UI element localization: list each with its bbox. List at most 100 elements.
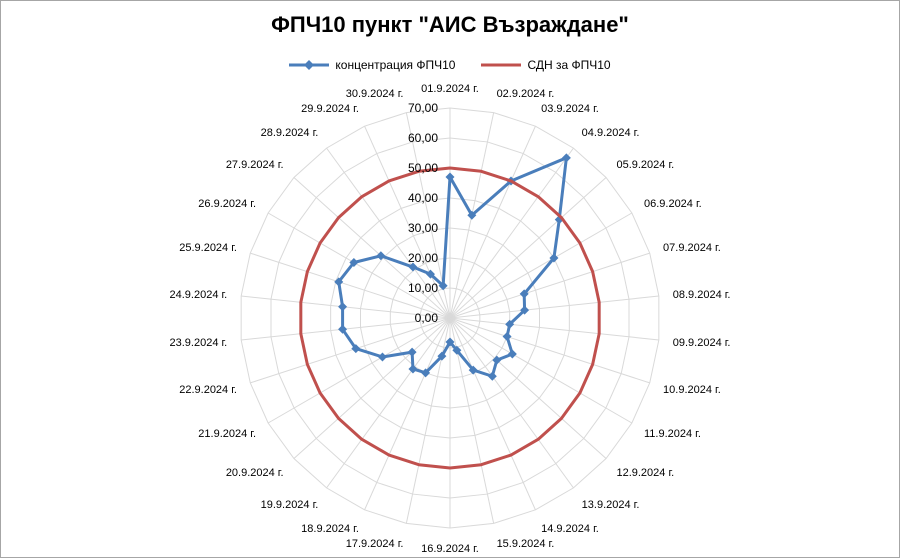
radial-tick-label: 40,00 — [408, 191, 438, 205]
category-label: 10.9.2024 г. — [663, 384, 721, 396]
data-point — [520, 305, 530, 315]
legend-concentration-label: концентрация ФПЧ10 — [335, 58, 456, 72]
grid-spoke — [449, 295, 659, 319]
grid-spoke — [293, 177, 451, 319]
grid-spoke — [449, 212, 633, 319]
category-label: 02.9.2024 г. — [497, 88, 555, 100]
category-label: 30.9.2024 г. — [346, 88, 404, 100]
grid-spoke — [364, 317, 451, 511]
grid-spoke — [267, 317, 451, 424]
category-label: 25.9.2024 г. — [179, 242, 237, 254]
category-label: 21.9.2024 г. — [198, 428, 256, 440]
grid-spoke — [293, 317, 451, 459]
legend-limit-label: СДН за ФПЧ10 — [527, 58, 611, 72]
data-point — [408, 262, 418, 272]
grid-spoke — [449, 317, 536, 511]
radial-tick-label: 0,00 — [415, 311, 439, 325]
grid-spoke — [449, 317, 574, 489]
data-point — [438, 281, 448, 291]
data-point — [421, 368, 431, 378]
grid-spoke — [326, 147, 451, 319]
limit-line — [299, 166, 601, 470]
radial-tick-label: 70,00 — [408, 101, 438, 115]
data-point — [407, 347, 417, 357]
data-point — [349, 258, 359, 267]
category-label: 03.9.2024 г. — [541, 103, 599, 115]
category-label: 05.9.2024 г. — [616, 159, 674, 171]
category-label: 04.9.2024 г. — [582, 127, 640, 139]
category-label: 28.9.2024 г. — [261, 127, 319, 139]
data-point — [376, 251, 386, 261]
series-limit — [299, 166, 601, 470]
data-point — [467, 210, 477, 220]
category-label: 24.9.2024 г. — [170, 289, 228, 301]
data-point — [468, 365, 478, 375]
data-point — [519, 289, 529, 299]
data-point — [338, 324, 348, 334]
category-label: 26.9.2024 г. — [198, 198, 256, 210]
chart-title: ФПЧ10 пункт "АИС Възраждане" — [271, 12, 629, 37]
legend: концентрация ФПЧ10 СДН за ФПЧ10 — [0, 58, 900, 72]
radar-grid — [240, 107, 660, 529]
category-label: 11.9.2024 г. — [644, 428, 701, 440]
data-point — [437, 351, 447, 361]
legend-item-concentration: концентрация ФПЧ10 — [289, 58, 455, 72]
category-label: 29.9.2024 г. — [301, 103, 359, 115]
category-label: 16.9.2024 г. — [421, 543, 479, 555]
data-point — [377, 352, 387, 362]
category-label: 09.9.2024 г. — [673, 337, 731, 349]
data-point — [334, 277, 344, 287]
grid-spoke — [449, 317, 633, 424]
grid-spoke — [326, 317, 451, 489]
grid-spoke — [449, 147, 574, 319]
grid-spoke — [449, 252, 650, 319]
legend-limit-swatch — [481, 63, 522, 67]
radial-tick-label: 60,00 — [408, 131, 438, 145]
grid-spoke — [364, 125, 451, 319]
data-point — [452, 345, 462, 355]
data-point — [492, 355, 502, 365]
grid-spoke — [250, 317, 451, 384]
category-label: 12.9.2024 г. — [616, 467, 674, 479]
data-point — [351, 344, 361, 354]
data-point — [487, 371, 497, 381]
data-point — [338, 302, 348, 312]
data-point — [507, 349, 517, 359]
category-label: 22.9.2024 г. — [179, 384, 237, 396]
data-point — [505, 319, 515, 329]
category-label: 01.9.2024 г. — [421, 83, 479, 95]
radial-tick-label: 30,00 — [408, 221, 438, 235]
data-point — [425, 269, 435, 279]
data-point — [445, 172, 455, 182]
grid-spoke — [449, 317, 659, 341]
data-point — [502, 332, 512, 342]
radial-axis-labels: 0,00 10,00 20,00 30,00 40,00 50,00 60,00 70,00 — [408, 101, 438, 325]
category-labels: 01.9.2024 г. 02.9.2024 г. 03.9.2024 г. 04.9… — [170, 83, 731, 555]
grid-spoke — [449, 125, 536, 319]
legend-item-limit: СДН за ФПЧ10 — [481, 58, 611, 72]
legend-concentration-swatch — [289, 60, 330, 70]
category-label: 14.9.2024 г. — [541, 523, 599, 535]
grid-spoke — [449, 177, 607, 319]
category-label: 08.9.2024 г. — [673, 289, 731, 301]
data-point — [445, 337, 455, 347]
category-label: 20.9.2024 г. — [226, 467, 284, 479]
category-label: 18.9.2024 г. — [301, 523, 359, 535]
category-label: 06.9.2024 г. — [644, 198, 702, 210]
grid-spoke — [449, 317, 607, 459]
radial-tick-label: 20,00 — [408, 251, 438, 265]
radial-tick-label: 50,00 — [408, 161, 438, 175]
category-label: 27.9.2024 г. — [226, 159, 284, 171]
grid-spoke — [267, 212, 451, 319]
data-point — [408, 364, 418, 374]
data-point — [561, 153, 571, 163]
category-label: 07.9.2024 г. — [663, 242, 721, 254]
category-label: 23.9.2024 г. — [170, 337, 228, 349]
category-label: 13.9.2024 г. — [582, 499, 640, 511]
grid-spoke — [250, 252, 451, 319]
data-point — [549, 253, 559, 263]
category-label: 15.9.2024 г. — [497, 538, 555, 550]
grid-spoke — [449, 317, 650, 384]
category-label: 19.9.2024 г. — [261, 499, 319, 511]
